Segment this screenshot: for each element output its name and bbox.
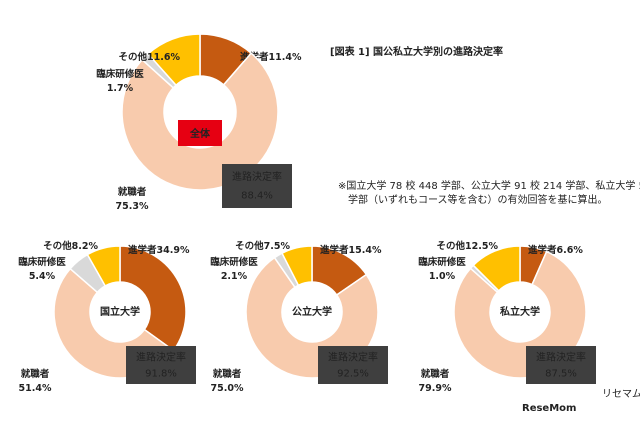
value-label: 79.9%: [419, 383, 452, 394]
value-label: 15.4%: [349, 245, 382, 256]
category-label: 進学者: [320, 244, 349, 256]
rate-box: [126, 346, 196, 384]
donut-segment: [472, 245, 521, 292]
note: 学部（いずれもコース等を含む）の有効回答を基に算出。: [348, 193, 608, 206]
data-label: 進学者15.4%: [320, 244, 382, 256]
value-label: 11.6%: [147, 52, 180, 63]
value-label: 75.3%: [116, 201, 149, 212]
category-label: 就職者: [421, 368, 450, 380]
value-label: 8.2%: [72, 241, 99, 252]
data-label: 臨床研修医 5.4%: [18, 256, 66, 282]
value-label: 2.1%: [221, 271, 248, 282]
category-label: その他: [119, 51, 148, 63]
category-label: 臨床研修医: [418, 256, 466, 268]
rate-title: 進路決定率: [136, 350, 186, 363]
category-label: 進学者: [128, 244, 157, 256]
value-label: 34.9%: [157, 245, 190, 256]
rate-title: 進路決定率: [232, 170, 282, 183]
rate-box: [222, 164, 292, 208]
category-label: 臨床研修医: [18, 256, 66, 268]
rate-value: 91.8%: [145, 368, 177, 379]
rate-value: 87.5%: [545, 368, 577, 379]
rate-title: 進路決定率: [536, 350, 586, 363]
data-label: 臨床研修医 2.1%: [210, 256, 258, 282]
value-label: 11.4%: [269, 52, 302, 63]
rate-value: 92.5%: [337, 368, 369, 379]
data-label: 臨床研修医 1.0%: [418, 256, 466, 282]
data-label: 臨床研修医 1.7%: [96, 68, 144, 94]
value-label: 1.0%: [429, 271, 456, 282]
donut-segment: [86, 245, 121, 287]
data-label: 進学者34.9%: [128, 244, 190, 256]
value-label: 5.4%: [29, 271, 56, 282]
category-label: 就職者: [213, 368, 242, 380]
center-label: 私立大学: [499, 305, 540, 318]
page-title: [図表 1] 国公私立大学別の進路決定率: [330, 45, 503, 58]
watermark-kana: リセマム: [602, 388, 640, 400]
data-label: 就職者 79.9%: [419, 368, 452, 394]
category-label: 臨床研修医: [210, 256, 258, 268]
donut-segment: [281, 245, 313, 287]
value-label: 6.6%: [557, 245, 584, 256]
category-label: 就職者: [118, 186, 147, 198]
data-label: その他12.5%: [437, 240, 499, 252]
data-label: 就職者 75.3%: [116, 186, 149, 212]
value-label: 75.0%: [211, 383, 244, 394]
watermark: ReseMom: [522, 403, 576, 414]
center-label-box: [178, 120, 222, 146]
value-label: 12.5%: [465, 241, 498, 252]
rate-box: [526, 346, 596, 384]
data-label: 就職者 75.0%: [211, 368, 244, 394]
data-label: その他8.2%: [43, 240, 98, 252]
value-label: 51.4%: [19, 383, 52, 394]
rate-value: 88.4%: [241, 191, 273, 202]
donut-segment: [146, 33, 201, 87]
category-label: 臨床研修医: [96, 68, 144, 80]
note: ※国立大学 78 校 448 学部、公立大学 91 校 214 学部、私立大学 …: [338, 179, 640, 192]
center-label: 全体: [189, 127, 211, 140]
category-label: 就職者: [21, 368, 50, 380]
data-label: 進学者6.6%: [528, 244, 583, 256]
center-label: 公立大学: [292, 305, 332, 318]
category-label: その他: [437, 240, 466, 252]
center-label: 国立大学: [100, 305, 140, 318]
rate-title: 進路決定率: [328, 350, 378, 363]
value-label: 7.5%: [264, 241, 291, 252]
data-label: 就職者 51.4%: [19, 368, 52, 394]
category-label: 進学者: [528, 244, 557, 256]
data-label: その他11.6%: [119, 51, 181, 63]
donut-segment: [119, 245, 187, 352]
category-label: その他: [43, 240, 72, 252]
category-label: その他: [235, 240, 264, 252]
data-label: その他7.5%: [235, 240, 290, 252]
rate-box: [318, 346, 388, 384]
value-label: 1.7%: [107, 83, 134, 94]
